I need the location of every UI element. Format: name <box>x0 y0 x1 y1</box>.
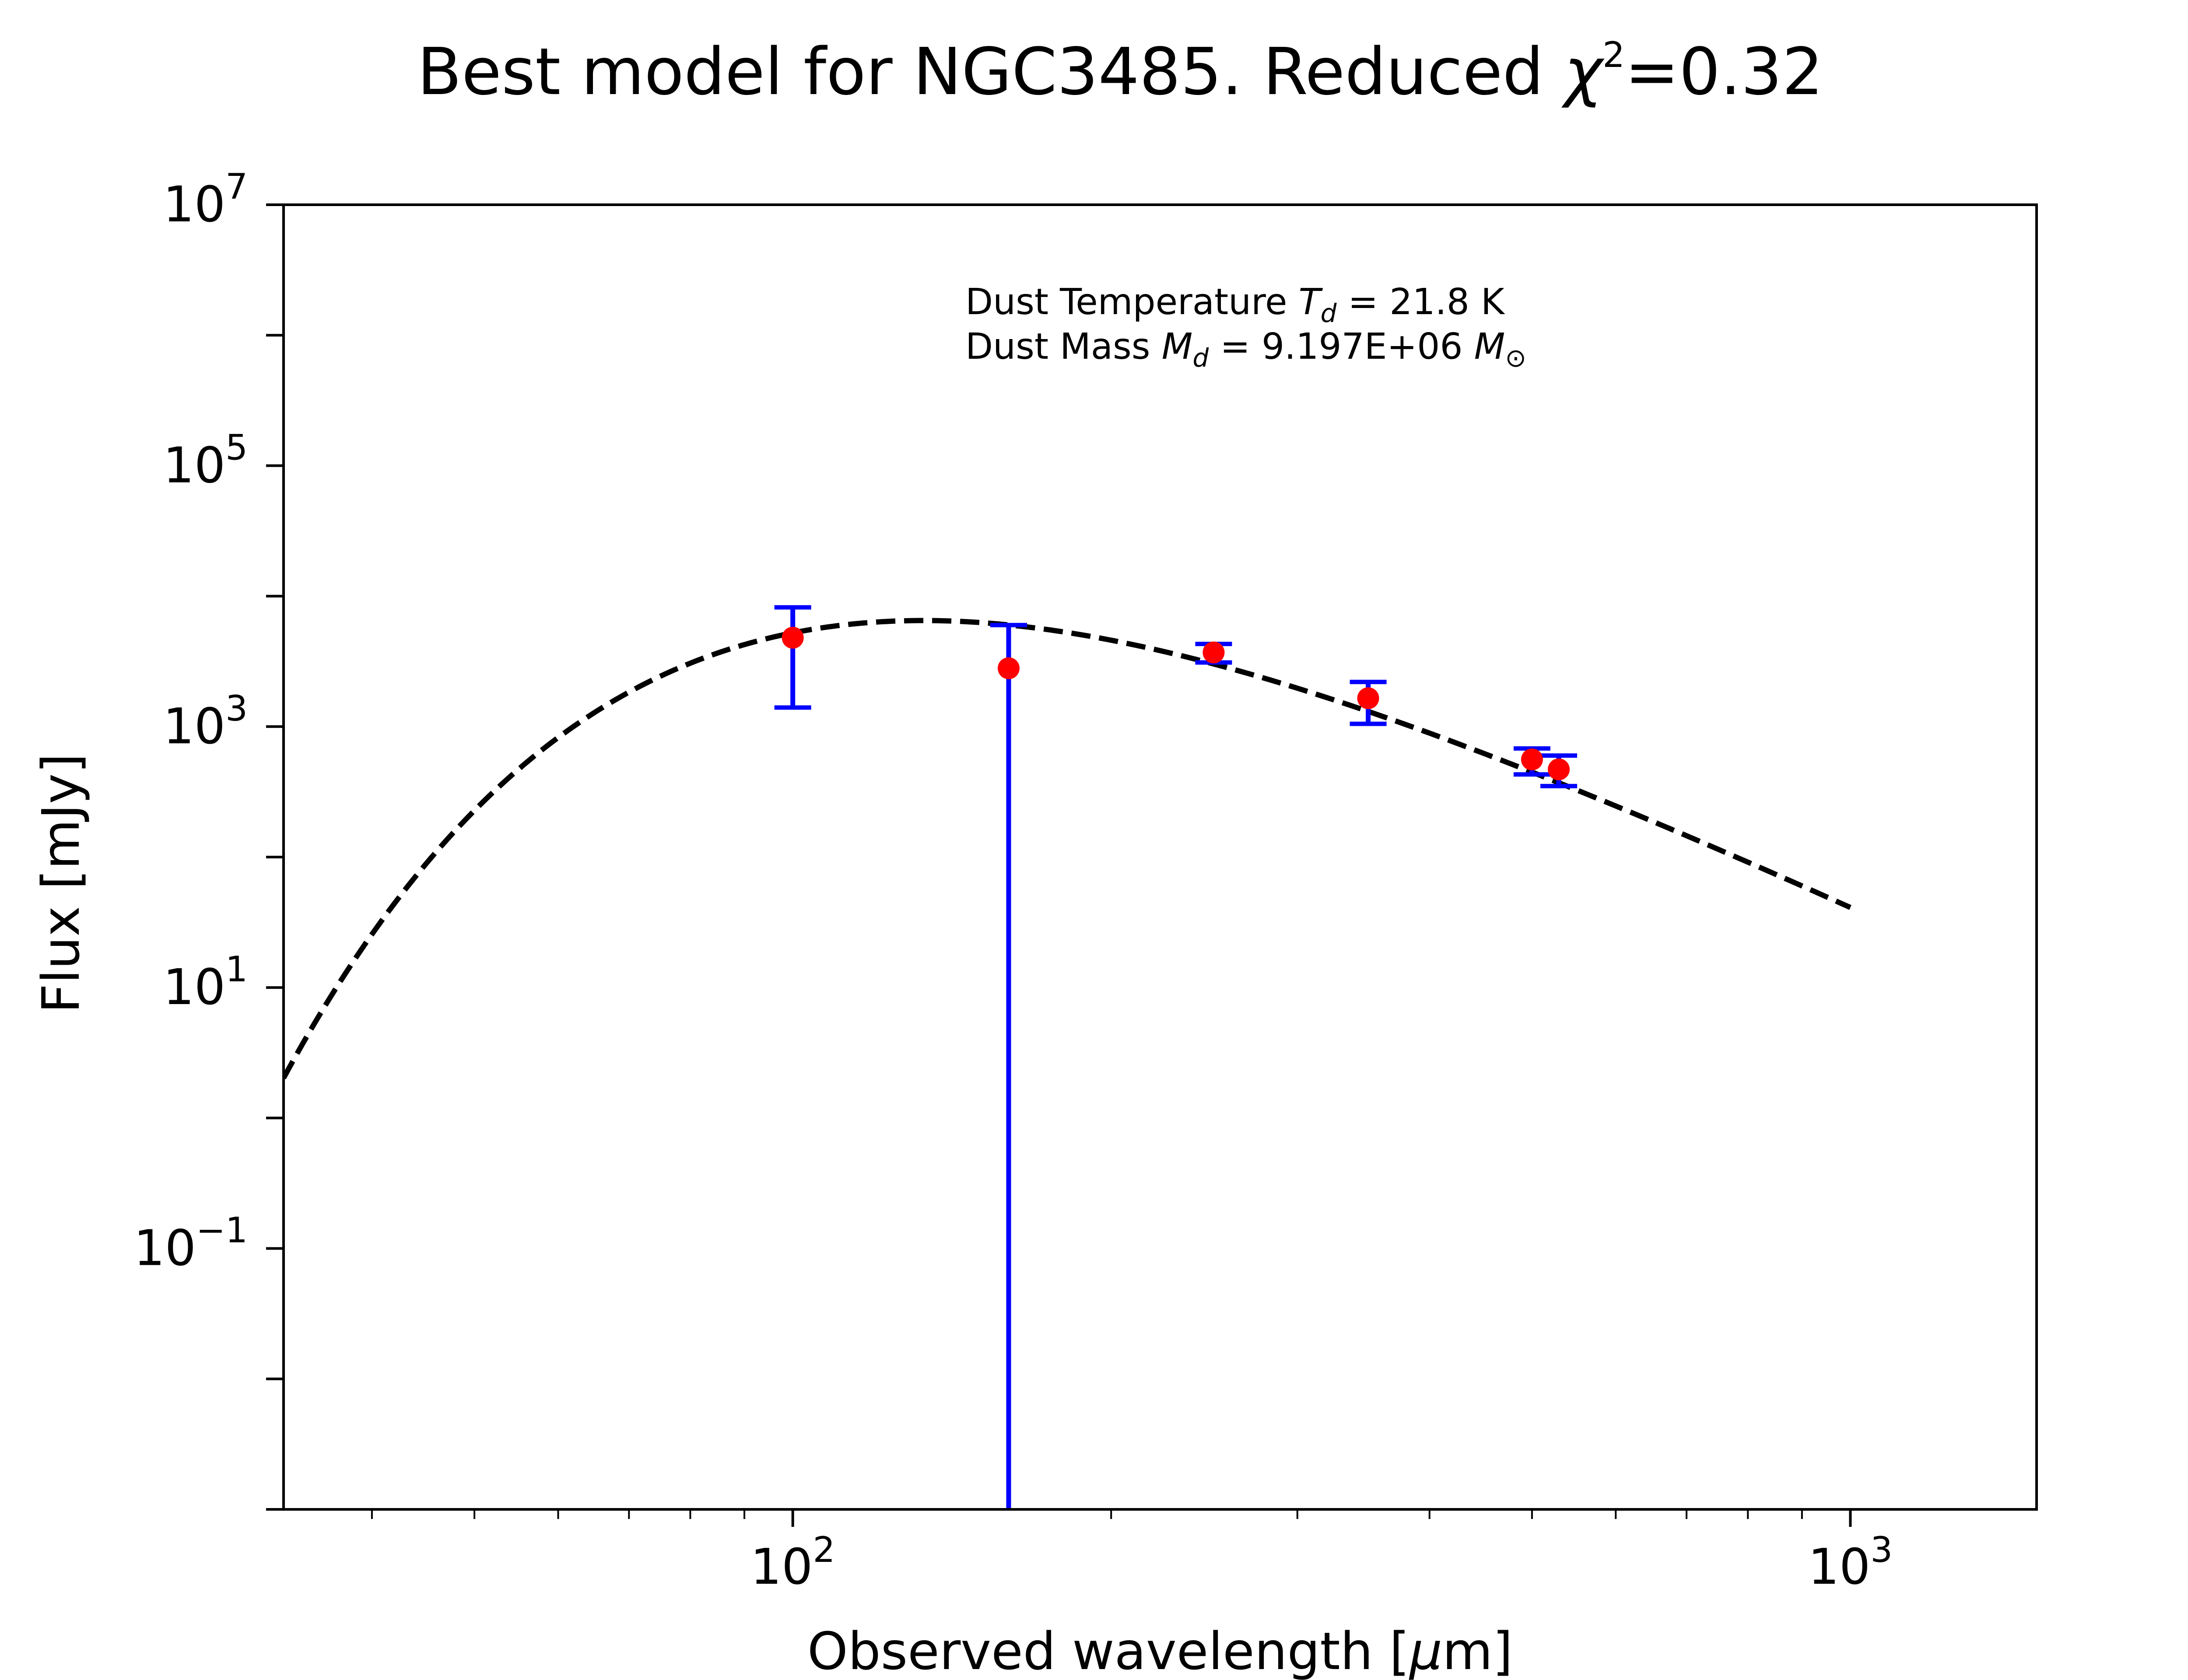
plot-frame <box>282 203 2038 1511</box>
x-axis-label-suffix: m] <box>1442 1621 1513 1680</box>
x-axis-label-prefix: Observed wavelength [ <box>807 1621 1410 1680</box>
data-point <box>1357 687 1379 709</box>
annotation-temperature-symbol: T <box>1299 281 1323 323</box>
y-tick-label: 103 <box>163 688 248 755</box>
errorbar <box>774 605 811 710</box>
data-point <box>1521 748 1543 770</box>
annotation-mass-middle: = 9.197E+06 <box>1209 326 1474 368</box>
data-point <box>1548 758 1570 780</box>
annotation-temperature: Dust Temperature Td = 21.8 K <box>965 281 1505 328</box>
x-axis-label: Observed wavelength [μm] <box>807 1621 1513 1680</box>
y-tick-label: 105 <box>163 427 248 494</box>
annotation-mass-unit-sub: ⊙ <box>1505 343 1526 373</box>
model-curve <box>284 618 1851 1080</box>
data-point <box>782 626 804 649</box>
y-tick-label: 107 <box>163 166 248 233</box>
errorbar <box>990 623 1027 1509</box>
annotation-temperature-sub: d <box>1321 298 1337 328</box>
model-layer <box>284 618 1851 1080</box>
title-prefix: Best model for NGC3485. Reduced <box>417 34 1564 109</box>
annotation-mass-sub: d <box>1192 343 1209 373</box>
title-suffix: =0.32 <box>1625 34 1823 109</box>
title-symbol: χ <box>1561 34 1605 109</box>
x-axis-label-mu: μ <box>1409 1621 1442 1680</box>
annotation-mass-symbol: M <box>1162 326 1193 368</box>
x-tick-label: 102 <box>750 1530 835 1596</box>
data-point <box>997 657 1020 679</box>
point-layer <box>782 626 1570 780</box>
data-point <box>1203 641 1225 664</box>
y-tick-label: 101 <box>163 949 248 1016</box>
annotation-temperature-suffix: = 21.8 K <box>1336 281 1505 323</box>
y-tick-label: 10−1 <box>134 1210 248 1277</box>
axis-layer: 102 103 10−1 101 103 105 107 <box>134 166 1893 1596</box>
annotation-temperature-prefix: Dust Temperature <box>965 281 1299 323</box>
chart-title: Best model for NGC3485. Reduced χ2=0.32 <box>417 34 1823 109</box>
title-superscript: 2 <box>1602 35 1625 75</box>
annotation-mass: Dust Mass Md = 9.197E+06 M⊙ <box>965 326 1526 373</box>
x-tick-label: 103 <box>1808 1530 1893 1596</box>
annotation-mass-prefix: Dust Mass <box>965 326 1162 368</box>
annotation-mass-unit: M <box>1474 326 1505 368</box>
y-axis-label: Flux [mJy] <box>31 753 91 1013</box>
